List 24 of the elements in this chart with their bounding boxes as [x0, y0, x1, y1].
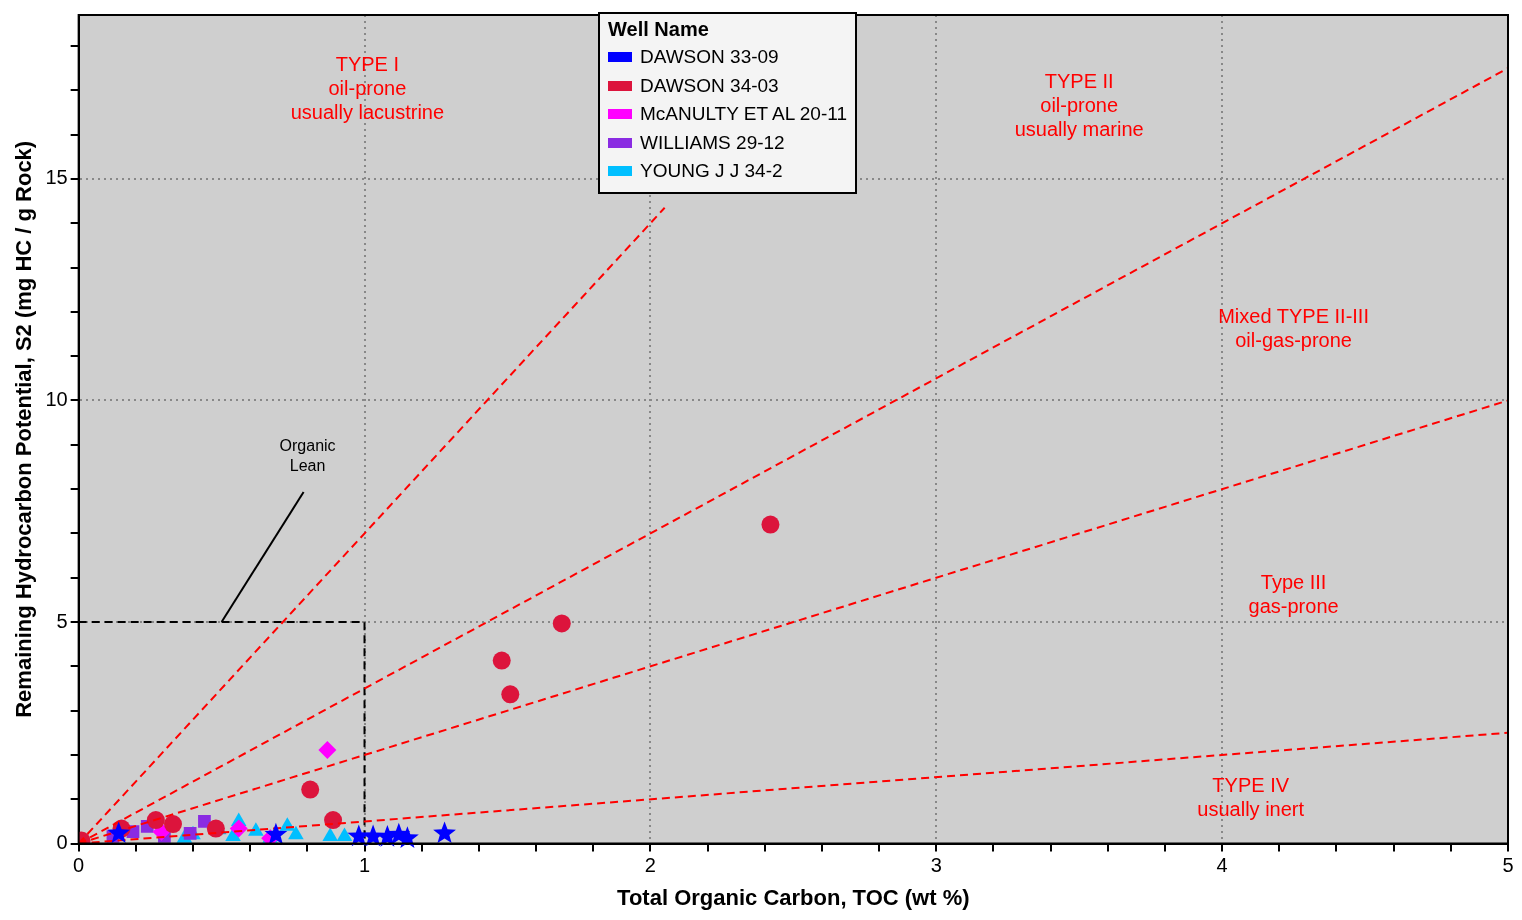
- legend-label: WILLIAMS 29-12: [640, 131, 785, 154]
- legend-label: DAWSON 34-03: [640, 74, 779, 97]
- legend-label: DAWSON 33-09: [640, 46, 779, 69]
- x-tick-label: 3: [930, 854, 942, 877]
- y-tick-label: 5: [56, 609, 68, 632]
- x-tick-label: 0: [73, 854, 85, 877]
- x-tick-label: 2: [644, 854, 656, 877]
- annotation: TYPE IV usually inert: [1197, 773, 1305, 820]
- legend-title: Well Name: [608, 18, 710, 41]
- annotation: Mixed TYPE II-III oil-gas-prone: [1218, 305, 1369, 352]
- y-axis-title: Remaining Hydrocarbon Potential, S2 (mg HC / g Rock): [11, 140, 37, 718]
- annotation: Type III gas-prone: [1248, 570, 1339, 617]
- annotation: TYPE I oil-prone usually lacustrine: [290, 53, 445, 124]
- x-tick-label: 5: [1502, 854, 1514, 877]
- x-tick-label: 1: [358, 854, 371, 877]
- y-tick-label: 15: [45, 166, 68, 189]
- x-axis-title: Total Organic Carbon, TOC (wt %): [617, 884, 970, 910]
- y-tick-label: 10: [45, 388, 68, 411]
- x-tick-label: 4: [1216, 854, 1228, 877]
- legend-label: McANULTY ET AL 20-11: [640, 103, 847, 126]
- legend-label: YOUNG J J 34-2: [640, 160, 783, 183]
- annotation: TYPE II oil-prone usually marine: [1014, 69, 1144, 140]
- annotation: Organic Lean: [279, 437, 336, 475]
- y-tick-label: 0: [56, 831, 68, 854]
